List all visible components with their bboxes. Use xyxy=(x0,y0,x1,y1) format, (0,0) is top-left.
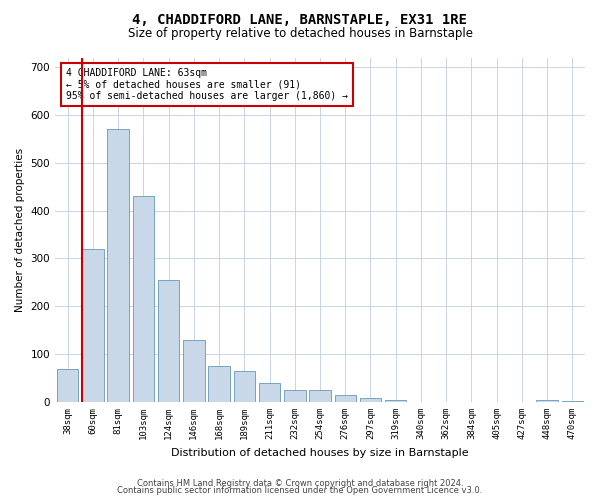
Text: Size of property relative to detached houses in Barnstaple: Size of property relative to detached ho… xyxy=(128,28,473,40)
Bar xyxy=(259,383,280,402)
Bar xyxy=(158,280,179,402)
Bar xyxy=(284,390,305,402)
Bar xyxy=(133,196,154,402)
Bar xyxy=(233,371,255,402)
X-axis label: Distribution of detached houses by size in Barnstaple: Distribution of detached houses by size … xyxy=(171,448,469,458)
Bar xyxy=(536,400,558,402)
Bar xyxy=(57,368,79,402)
Bar xyxy=(82,249,104,402)
Bar xyxy=(360,398,381,402)
Y-axis label: Number of detached properties: Number of detached properties xyxy=(15,148,25,312)
Text: Contains public sector information licensed under the Open Government Licence v3: Contains public sector information licen… xyxy=(118,486,482,495)
Text: Contains HM Land Registry data © Crown copyright and database right 2024.: Contains HM Land Registry data © Crown c… xyxy=(137,478,463,488)
Bar xyxy=(208,366,230,402)
Bar xyxy=(335,395,356,402)
Text: 4, CHADDIFORD LANE, BARNSTAPLE, EX31 1RE: 4, CHADDIFORD LANE, BARNSTAPLE, EX31 1RE xyxy=(133,12,467,26)
Text: 4 CHADDIFORD LANE: 63sqm
← 5% of detached houses are smaller (91)
95% of semi-de: 4 CHADDIFORD LANE: 63sqm ← 5% of detache… xyxy=(65,68,347,101)
Bar xyxy=(107,130,129,402)
Bar xyxy=(183,340,205,402)
Bar xyxy=(562,400,583,402)
Bar xyxy=(309,390,331,402)
Bar xyxy=(385,400,406,402)
